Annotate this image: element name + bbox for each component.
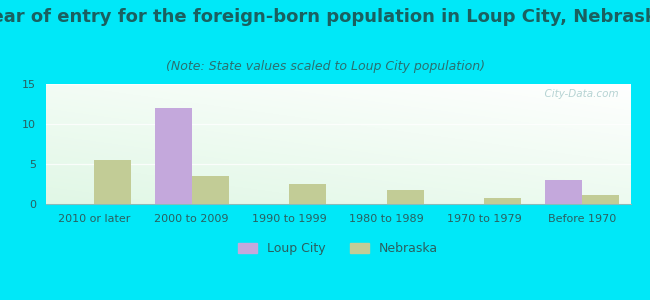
Bar	[289, 184, 326, 204]
Text: Year of entry for the foreign-born population in Loup City, Nebraska: Year of entry for the foreign-born popul…	[0, 8, 650, 26]
Bar	[484, 198, 521, 204]
Bar	[192, 176, 229, 204]
Bar	[387, 190, 424, 204]
Bar	[94, 160, 131, 204]
Bar	[582, 195, 619, 204]
Bar	[545, 180, 582, 204]
Text: (Note: State values scaled to Loup City population): (Note: State values scaled to Loup City …	[166, 60, 484, 73]
Text: City-Data.com: City-Data.com	[538, 89, 619, 99]
Legend: Loup City, Nebraska: Loup City, Nebraska	[233, 237, 443, 260]
Bar	[155, 108, 192, 204]
